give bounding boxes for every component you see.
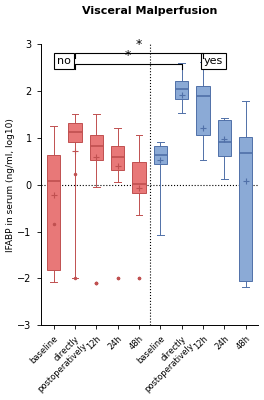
Text: no: no: [57, 56, 71, 66]
Bar: [111, 146, 124, 170]
Bar: [175, 81, 188, 99]
Bar: [239, 137, 252, 281]
Text: yes: yes: [204, 56, 223, 66]
Bar: [196, 86, 210, 136]
Bar: [47, 155, 60, 270]
Bar: [132, 162, 145, 193]
Bar: [218, 120, 231, 156]
Y-axis label: IFABP in serum (ng/ml, log10): IFABP in serum (ng/ml, log10): [6, 118, 15, 252]
Text: *: *: [125, 49, 131, 62]
Text: *: *: [136, 38, 142, 51]
Title: Visceral Malperfusion: Visceral Malperfusion: [82, 6, 217, 16]
Bar: [154, 146, 167, 164]
Bar: [89, 136, 103, 160]
Bar: [68, 123, 82, 142]
